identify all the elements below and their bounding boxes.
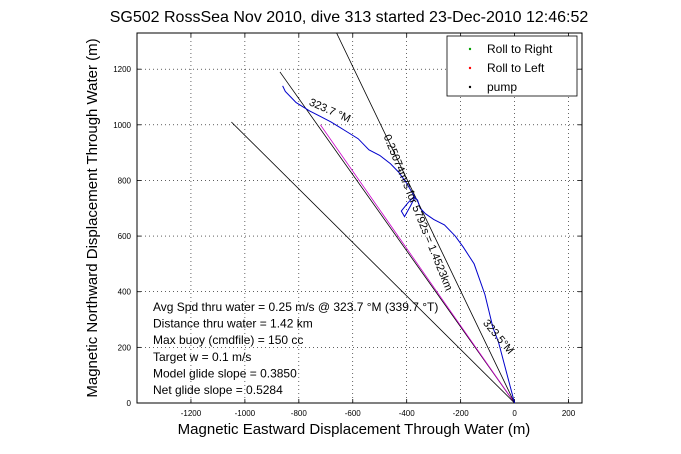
x-tick-label: -800 xyxy=(291,409,308,418)
x-tick-label: -1200 xyxy=(181,409,202,418)
stat-line: Model glide slope = 0.3850 xyxy=(153,366,297,380)
reference-lines xyxy=(231,33,515,403)
legend-marker xyxy=(468,47,472,51)
y-tick-label: 400 xyxy=(118,288,132,297)
legend-entry: Roll to Right xyxy=(487,42,553,56)
y-tick-label: 200 xyxy=(118,343,132,352)
x-axis-label: Magnetic Eastward Displacement Through W… xyxy=(178,421,531,438)
dive-track xyxy=(282,85,516,404)
legend-marker xyxy=(468,85,472,89)
grid-lines xyxy=(137,33,582,404)
y-tick-label: 1200 xyxy=(113,65,131,74)
stat-line: Target w = 0.1 m/s xyxy=(153,350,251,364)
x-tick-label: -400 xyxy=(399,409,416,418)
stat-line: Avg Spd thru water = 0.25 m/s @ 323.7 °M… xyxy=(153,300,438,314)
x-tick-label: -600 xyxy=(345,409,362,418)
dive-stats: Avg Spd thru water = 0.25 m/s @ 323.7 °M… xyxy=(153,300,438,397)
track-line xyxy=(282,85,516,404)
y-tick-label: 1000 xyxy=(113,121,131,130)
legend-entry: Roll to Left xyxy=(487,61,545,75)
chart-title: SG502 RossSea Nov 2010, dive 313 started… xyxy=(110,9,589,26)
stat-line: Max buoy (cmdfile) = 150 cc xyxy=(153,333,303,347)
legend: Roll to Right Roll to Left pump xyxy=(446,35,578,97)
legend-box xyxy=(446,35,578,97)
y-tick-label: 0 xyxy=(127,399,132,408)
x-tick-label: -1000 xyxy=(235,409,256,418)
axis-ticks: -1200 -1000 -800 -600 -400 -200 0 200 0 200 400 600… xyxy=(113,33,582,418)
line-glide xyxy=(320,124,515,403)
y-tick-label: 800 xyxy=(118,176,132,185)
x-tick-label: 0 xyxy=(512,409,517,418)
line-upper xyxy=(336,33,515,403)
y-tick-label: 600 xyxy=(118,232,132,241)
legend-entry: pump xyxy=(487,80,517,94)
x-tick-label: 200 xyxy=(562,409,576,418)
line-heading xyxy=(279,71,515,403)
stat-line: Distance thru water = 1.42 km xyxy=(153,317,313,331)
stat-line: Net glide slope = 0.5284 xyxy=(153,383,283,397)
y-axis-label: Magnetic Northward Displacement Through … xyxy=(84,38,101,397)
legend-marker xyxy=(468,66,472,70)
x-tick-label: -200 xyxy=(453,409,470,418)
line-lower xyxy=(231,121,515,403)
